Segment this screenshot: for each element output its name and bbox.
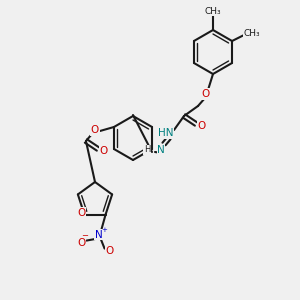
Text: CH₃: CH₃ (205, 7, 221, 16)
Text: CH₃: CH₃ (244, 29, 260, 38)
Text: O: O (91, 125, 99, 135)
Text: O: O (77, 208, 86, 218)
Text: O: O (201, 89, 209, 99)
Text: O: O (77, 238, 86, 248)
Text: HN: HN (158, 128, 174, 138)
Text: H: H (144, 146, 150, 154)
Text: −: − (81, 231, 88, 240)
Text: O: O (198, 121, 206, 131)
Text: O: O (106, 246, 114, 256)
Text: N: N (95, 230, 103, 240)
Text: N: N (157, 145, 165, 155)
Text: O: O (100, 146, 108, 156)
Text: +: + (102, 226, 107, 232)
